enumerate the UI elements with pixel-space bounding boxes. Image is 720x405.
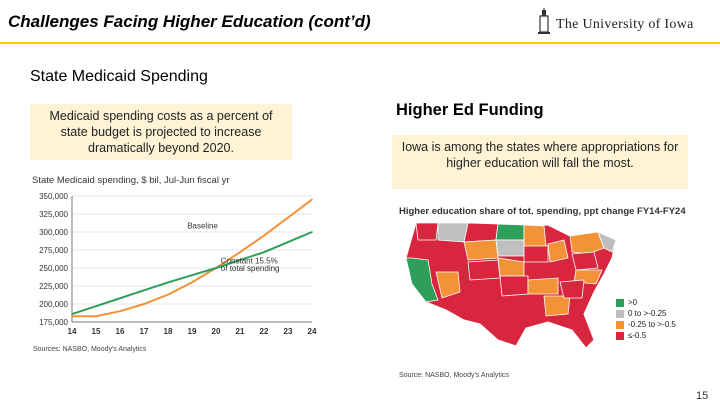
y-tick-label: 250,000 <box>39 264 68 273</box>
y-tick-label: 325,000 <box>39 210 68 219</box>
legend-label: ≤-0.5 <box>628 331 647 340</box>
legend-label: 0 to >-0.25 <box>628 309 667 318</box>
chart-title: State Medicaid spending, $ bil, Jul-Jun … <box>32 175 230 186</box>
data-point <box>119 310 121 312</box>
data-point <box>215 267 217 269</box>
data-point <box>287 216 289 219</box>
legend-swatch <box>616 309 624 318</box>
map-source: Source: NASBO, Moody's Analytics <box>399 372 509 379</box>
university-logo: The University of Iowa <box>536 8 716 38</box>
page-number: 15 <box>696 390 709 402</box>
x-tick-label: 18 <box>164 327 173 336</box>
data-point <box>263 234 265 237</box>
x-tick-label: 21 <box>236 327 245 336</box>
y-tick-label: 200,000 <box>39 300 68 309</box>
legend-item: 0 to >-0.25 <box>616 308 676 319</box>
x-tick-label: 19 <box>188 327 197 336</box>
legend-item: -0.25 to >-0.5 <box>616 319 676 330</box>
title-rule <box>0 42 720 44</box>
y-tick-label: 225,000 <box>39 282 68 291</box>
legend-label: >0 <box>628 298 638 307</box>
data-point <box>191 274 193 276</box>
x-tick-label: 16 <box>116 327 125 336</box>
title-bar: Challenges Facing Higher Education (cont… <box>0 0 720 45</box>
data-point <box>311 231 313 233</box>
data-point <box>263 251 265 253</box>
annotation-constant-line2: of total spending <box>221 264 280 273</box>
x-tick-label: 22 <box>260 327 269 336</box>
data-point <box>71 315 73 318</box>
higher-ed-callout: Iowa is among the states where appropria… <box>392 135 688 189</box>
data-point <box>191 281 193 284</box>
data-point <box>311 198 313 201</box>
x-tick-label: 14 <box>68 327 77 336</box>
logo-text: The University of Iowa <box>556 17 694 32</box>
chart-source: Sources: NASBO, Moody's Analytics <box>33 346 147 353</box>
medicaid-line-chart: 175,000 200,000 225,000 250,000 275,000 300,0… <box>39 192 317 336</box>
data-point <box>71 313 73 315</box>
us-states-map <box>405 222 617 349</box>
y-tick-label: 275,000 <box>39 246 68 255</box>
legend-label: -0.25 to >-0.5 <box>628 320 676 329</box>
data-point <box>239 251 241 253</box>
higher-ed-section-title: Higher Ed Funding <box>396 101 544 119</box>
legend-swatch <box>616 298 624 307</box>
data-point <box>95 305 97 307</box>
x-tick-label: 23 <box>284 327 293 336</box>
data-point <box>143 289 145 292</box>
medicaid-callout: Medicaid spending costs as a percent of … <box>30 104 292 160</box>
legend-swatch <box>616 331 624 340</box>
data-point <box>143 303 145 305</box>
y-tick-label: 350,000 <box>39 192 68 201</box>
y-tick-label: 175,000 <box>39 318 68 327</box>
annotation-baseline: Baseline <box>187 221 218 230</box>
data-point <box>167 281 169 284</box>
data-point <box>239 259 241 261</box>
legend-item: >0 <box>616 297 676 308</box>
tower-icon <box>538 8 550 34</box>
medicaid-section-title: State Medicaid Spending <box>30 68 208 85</box>
data-point <box>167 293 169 296</box>
legend-swatch <box>616 320 624 329</box>
map-legend: >0 0 to >-0.25 -0.25 to >-0.5 ≤-0.5 <box>616 297 676 341</box>
map-title: Higher education share of tot. spending,… <box>399 206 686 217</box>
page-title: Challenges Facing Higher Education (cont… <box>8 12 371 31</box>
annotation-constant: Constant 15.5% <box>221 257 278 266</box>
x-tick-label: 17 <box>140 327 149 336</box>
x-tick-label: 20 <box>212 327 221 336</box>
x-tick-label: 15 <box>92 327 101 336</box>
data-point <box>119 297 121 300</box>
data-point <box>287 241 289 243</box>
x-tick-label: 24 <box>308 327 317 336</box>
data-point <box>95 315 97 318</box>
series-line <box>71 231 313 316</box>
legend-item: ≤-0.5 <box>616 330 676 341</box>
y-tick-label: 300,000 <box>39 228 68 237</box>
